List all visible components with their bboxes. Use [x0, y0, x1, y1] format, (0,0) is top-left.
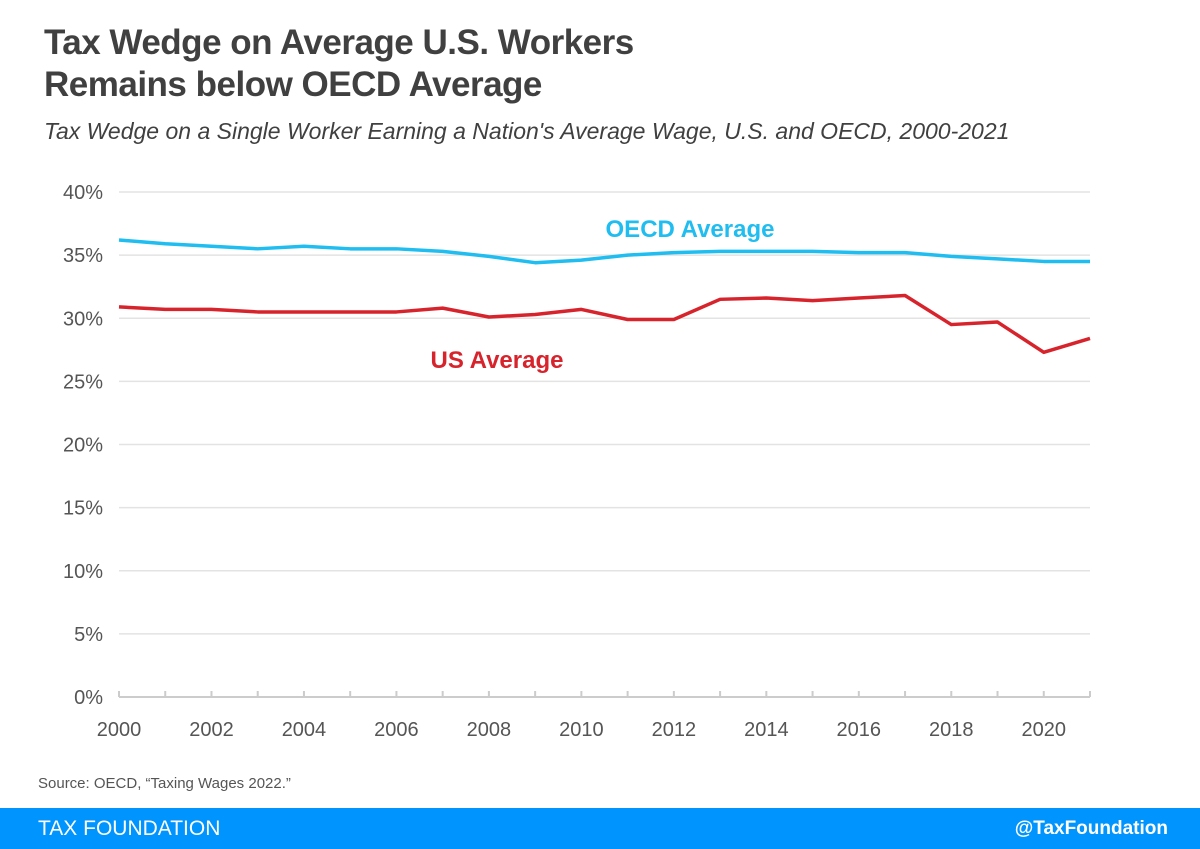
y-tick-label: 25%: [63, 371, 103, 393]
footer-bar: TAX FOUNDATION @TaxFoundation: [0, 808, 1200, 849]
title-line-1: Tax Wedge on Average U.S. Workers: [44, 23, 634, 62]
source-note: Source: OECD, “Taxing Wages 2022.”: [38, 775, 291, 792]
chart-title: Tax Wedge on Average U.S. Workers Remain…: [44, 22, 634, 106]
brand-logo-text: TAX FOUNDATION: [38, 817, 221, 840]
x-tick-label: 2004: [282, 719, 327, 741]
x-tick-label: 2020: [1022, 719, 1067, 741]
y-tick-label: 10%: [63, 561, 103, 583]
chart-subtitle: Tax Wedge on a Single Worker Earning a N…: [44, 118, 1010, 144]
social-handle: @TaxFoundation: [1014, 818, 1168, 839]
series-line-us: [118, 293, 1091, 355]
line-chart: 0% 5% 10% 15% 20% 25% 30% 35% 40% 2000 2002 2004 200…: [63, 182, 1091, 741]
x-tick-label: 2016: [837, 719, 882, 741]
y-tick-label: 35%: [63, 245, 103, 267]
x-tick-label: 2014: [744, 719, 789, 741]
x-tick-label: 2000: [97, 719, 142, 741]
series-label: OECD Average: [606, 216, 775, 243]
x-tick-label: 2010: [559, 719, 604, 741]
y-tick-label: 20%: [63, 435, 103, 457]
x-tick-label: 2012: [652, 719, 697, 741]
x-tick-label: 2008: [467, 719, 512, 741]
y-tick-label: 15%: [63, 498, 103, 520]
y-tick-label: 0%: [74, 687, 103, 709]
x-tick-label: 2002: [189, 719, 234, 741]
y-tick-label: 40%: [63, 182, 103, 204]
y-tick-label: 5%: [74, 624, 103, 646]
x-tick-label: 2006: [374, 719, 419, 741]
series-label: US Average: [431, 347, 564, 374]
y-tick-label: 30%: [63, 308, 103, 330]
x-tick-label: 2018: [929, 719, 974, 741]
title-line-2: Remains below OECD Average: [44, 65, 542, 104]
series-line-oecd: [118, 238, 1090, 265]
